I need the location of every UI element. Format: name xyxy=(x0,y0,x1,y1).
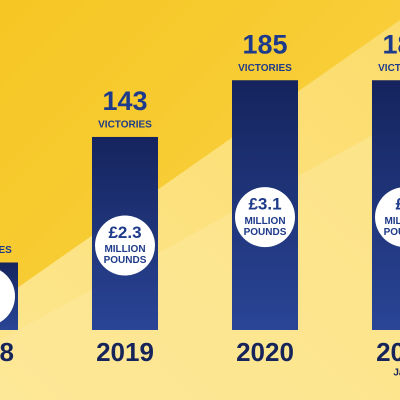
amount-value: £3.1 xyxy=(248,195,281,214)
amount-unit: MILLION xyxy=(104,244,145,255)
value-label: 185 xyxy=(242,29,287,59)
category-label: 2020 xyxy=(236,337,294,367)
value-unit: VICTORIES xyxy=(238,63,292,74)
category-label: 2018 xyxy=(0,337,14,367)
amount-value: £2.3 xyxy=(108,223,141,242)
category-note: Jan - xyxy=(393,368,400,379)
category-label: 2019 xyxy=(96,337,154,367)
amount-badge xyxy=(95,215,155,276)
amount-badge xyxy=(375,187,400,247)
category-label: 2021 xyxy=(376,337,400,367)
amount-unit: MILLION xyxy=(384,216,400,227)
value-unit: VICTORIES xyxy=(0,245,12,256)
value-label: 143 xyxy=(102,86,147,116)
value-unit: VICTORIES xyxy=(378,63,400,74)
value-label: 185 xyxy=(382,29,400,59)
amount-badge xyxy=(235,187,295,248)
amount-unit: POUNDS xyxy=(244,227,287,238)
value-unit: VICTORIES xyxy=(98,120,152,131)
amount-unit: POUNDS xyxy=(104,255,147,266)
amount-badge xyxy=(0,270,15,323)
amount-value: £3 xyxy=(396,195,400,214)
amount-unit: POUNDS xyxy=(384,227,400,238)
amount-unit: MILLION xyxy=(244,216,285,227)
